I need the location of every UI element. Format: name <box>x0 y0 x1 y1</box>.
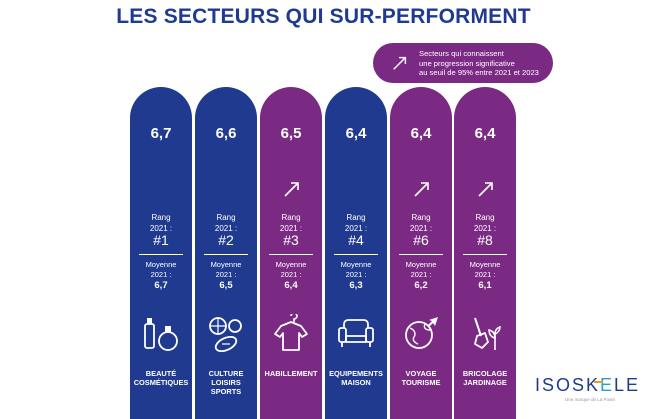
chart-title: LES SECTEURS QUI SUR-PERFORMENT <box>116 5 531 28</box>
sector-score: 6,4 <box>474 125 496 142</box>
trend-up-arrow-icon <box>284 182 299 197</box>
sector-bar: 6,4 Rang 2021 : #4 Moyenne 2021 :6,3 EQUIPEMEN… <box>325 87 387 419</box>
rank-value: #6 <box>413 232 429 248</box>
sector-name-line: COSMÉTIQUES <box>133 378 189 387</box>
divider <box>139 254 183 255</box>
tshirt-hanger-icon <box>274 314 308 351</box>
average-year: 2021 : <box>474 270 496 279</box>
brand-logo: ISOSKELE Une marque de La Poste <box>535 375 641 405</box>
sector-name: BRICOLAGE JARDINAGE <box>454 369 516 387</box>
sector-name: EQUIPEMENTS MAISON <box>325 369 387 387</box>
divider <box>463 254 507 255</box>
average-value: 6,3 <box>349 280 363 291</box>
legend-text: Secteurs qui connaissent une progression… <box>419 49 549 78</box>
divider <box>334 254 378 255</box>
rank-year: 2021 : <box>409 224 433 233</box>
brand-accent-mark <box>594 381 603 383</box>
average-value: 6,5 <box>219 280 233 291</box>
globe-plane-icon <box>405 317 438 349</box>
rank-label: Rang <box>151 213 171 222</box>
legend-box: Secteurs qui connaissent une progression… <box>373 43 553 83</box>
brand-name-part: ISOSK <box>535 375 601 395</box>
sector-bar: 6,7 Rang 2021 : #1 Moyenne 2021 :6,7 BEAUTÉ COS… <box>130 87 192 419</box>
rank-year: 2021 : <box>279 224 303 233</box>
rank-label: Rang <box>281 213 301 222</box>
average-label: Moyenne <box>405 260 437 269</box>
average-year: 2021 : <box>345 270 367 279</box>
average-value: 6,2 <box>414 280 428 291</box>
sector-name: CULTURE LOISIRS SPORTS <box>195 369 257 396</box>
sports-balls-icon <box>209 317 242 353</box>
sector-name-line: SPORTS <box>210 387 242 396</box>
divider <box>399 254 443 255</box>
brand-tagline: Une marque de La Poste <box>565 397 616 402</box>
rank-label: Rang <box>411 213 431 222</box>
sector-name-line: LOISIRS <box>211 378 241 387</box>
rank-value: #2 <box>218 232 234 248</box>
brand-name: ISOSKELE <box>535 375 640 396</box>
legend-line: une progression significative <box>419 58 515 68</box>
rank-year: 2021 : <box>149 224 173 233</box>
sector-score: 6,4 <box>345 125 367 142</box>
sector-name-line: BRICOLAGE <box>462 369 508 378</box>
average-label: Moyenne <box>210 260 242 269</box>
rank-year: 2021 : <box>473 224 497 233</box>
average-label: Moyenne <box>275 260 307 269</box>
sector-name-line: EQUIPEMENTS <box>329 369 383 378</box>
armchair-icon <box>338 319 374 347</box>
sector-name-line: BEAUTÉ <box>145 369 177 378</box>
sector-name-line: HABILLEMENT <box>264 369 318 378</box>
average-value: 6,4 <box>284 280 298 291</box>
brand-name-part: LE <box>614 375 641 395</box>
sector-score: 6,5 <box>280 125 302 142</box>
sector-name: HABILLEMENT <box>260 369 322 378</box>
divider <box>269 254 313 255</box>
brand-name-accent: E <box>600 375 615 395</box>
sector-name-line: TOURISME <box>401 378 441 387</box>
trend-up-arrow-icon <box>414 182 429 197</box>
average-value: 6,1 <box>478 280 492 291</box>
sector-score: 6,6 <box>215 125 237 142</box>
average-label: Moyenne <box>145 260 177 269</box>
average-year: 2021 : <box>410 270 432 279</box>
sector-name: BEAUTÉ COSMÉTIQUES <box>130 369 192 387</box>
rank-value: #3 <box>283 232 299 248</box>
rank-label: Rang <box>475 213 495 222</box>
legend-line: au seuil de 95% entre 2021 et 2023 <box>419 68 539 77</box>
sector-name: VOYAGE TOURISME <box>390 369 452 387</box>
rank-value: #1 <box>153 232 169 248</box>
average-year: 2021 : <box>215 270 237 279</box>
average-label: Moyenne <box>340 260 372 269</box>
trend-up-arrow-icon <box>478 182 493 197</box>
average-label: Moyenne <box>469 260 501 269</box>
sector-name-line: MAISON <box>341 378 371 387</box>
rank-value: #8 <box>477 232 493 248</box>
average-year: 2021 : <box>280 270 302 279</box>
sector-score: 6,4 <box>410 125 432 142</box>
legend-line: Secteurs qui connaissent <box>419 49 504 58</box>
average-year: 2021 : <box>150 270 172 279</box>
sector-bar: 6,4 Rang 2021 : #8 Moyenne 2021 :6,1 BRICOLAGE… <box>454 87 516 419</box>
sector-bar: 6,4 Rang 2021 : #6 Moyenne 2021 :6,2 VOYAGE TOU… <box>390 87 452 419</box>
sector-bar: 6,6 Rang 2021 : #2 Moyenne 2021 :6,5 CULTURE LO… <box>195 87 257 419</box>
shovel-plant-icon <box>474 317 501 350</box>
rank-label: Rang <box>216 213 236 222</box>
sector-name-line: VOYAGE <box>405 369 437 378</box>
trend-up-arrow-icon <box>393 56 407 70</box>
rank-label: Rang <box>346 213 366 222</box>
cosmetics-icon <box>144 318 178 351</box>
rank-year: 2021 : <box>214 224 238 233</box>
sector-name-line: JARDINAGE <box>463 378 507 387</box>
sector-name-line: CULTURE <box>208 369 244 378</box>
rank-value: #4 <box>348 232 364 248</box>
sector-score: 6,7 <box>150 125 172 142</box>
rank-year: 2021 : <box>344 224 368 233</box>
average-value: 6,7 <box>154 280 168 291</box>
divider <box>204 254 248 255</box>
sector-bar: 6,5 Rang 2021 : #3 Moyenne 2021 :6,4 HABILLEME… <box>260 87 322 419</box>
